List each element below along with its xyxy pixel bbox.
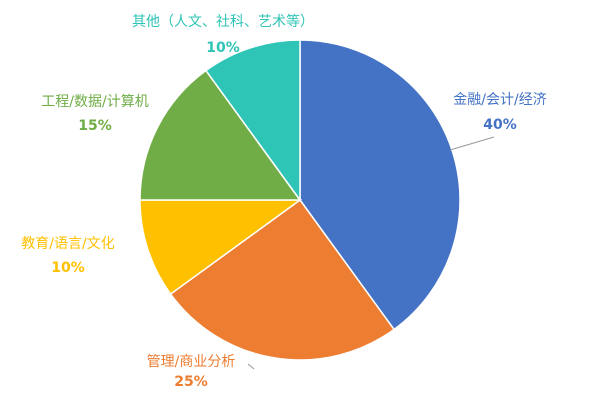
slice-percent-label: 40% bbox=[483, 117, 517, 133]
slice-percent-label: 10% bbox=[51, 260, 85, 276]
leader-lines bbox=[247, 136, 495, 370]
slice-labels: 金融/会计/经济 40% 管理/商业分析 25% 教育/语言/文化 10% 工程/数据/计算… bbox=[21, 13, 546, 390]
pie-slice bbox=[139, 199, 303, 296]
slice-label: 其他（人文、社科、艺术等） bbox=[132, 13, 314, 30]
leader-line bbox=[449, 136, 495, 151]
slice-label: 金融/会计/经济 bbox=[453, 92, 546, 108]
slice-percent-label: 10% bbox=[206, 40, 240, 56]
pie-slices bbox=[139, 39, 461, 361]
slice-label: 管理/商业分析 bbox=[147, 354, 236, 370]
slice-label: 工程/数据/计算机 bbox=[41, 94, 148, 110]
pie-slice bbox=[204, 39, 301, 203]
slice-percent-label: 15% bbox=[78, 118, 112, 134]
pie-slice bbox=[299, 39, 461, 331]
slice-percent-label: 25% bbox=[174, 374, 208, 390]
leader-line bbox=[247, 363, 255, 370]
pie-slice bbox=[139, 69, 302, 201]
slice-label: 教育/语言/文化 bbox=[21, 236, 114, 252]
pie-slice bbox=[169, 198, 396, 361]
